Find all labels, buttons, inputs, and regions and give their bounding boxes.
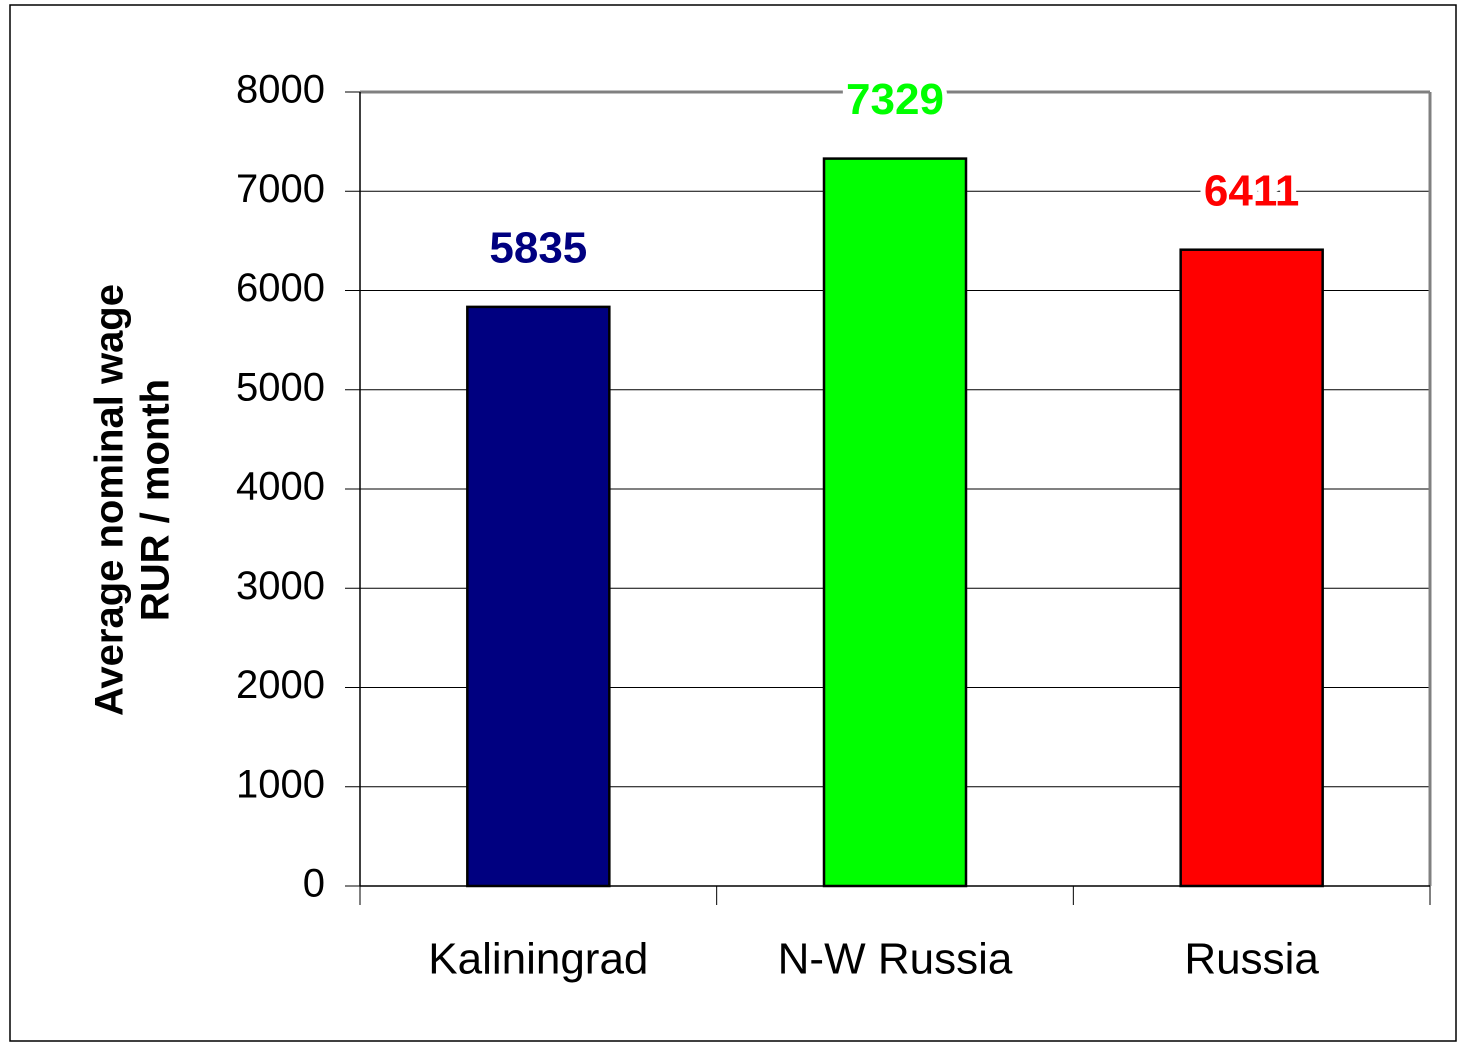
data-label: 5835 [489,224,587,273]
y-axis-title-line: Average nominal wage [88,284,132,716]
data-label: 6411 [1204,166,1299,215]
y-tick-label: 0 [303,862,325,906]
y-tick-label: 3000 [236,564,325,608]
y-axis-title-line: RUR / month [134,379,178,621]
x-tick-label: Russia [1184,935,1319,984]
bar [466,305,611,888]
x-tick-label: Kaliningrad [428,935,648,984]
y-tick-label: 7000 [236,167,325,211]
y-axis-title: Average nominal wage RUR / month [88,284,178,716]
y-tick-label: 4000 [236,465,325,509]
data-label: 7329 [846,75,944,124]
bar [822,157,968,888]
x-tick-label: N-W Russia [778,935,1013,984]
bar [1179,248,1324,888]
y-tick-label: 2000 [236,663,325,707]
y-tick-label: 6000 [236,266,325,310]
y-tick-label: 5000 [236,365,325,409]
y-tick-label: 8000 [236,68,325,112]
y-tick-label: 1000 [236,762,325,806]
